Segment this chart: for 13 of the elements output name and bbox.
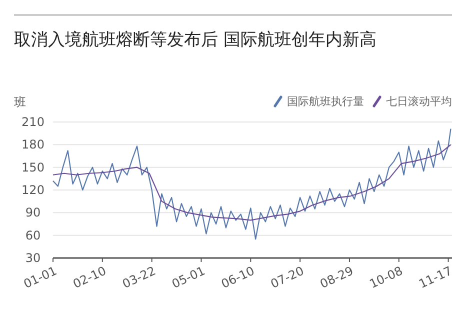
legend-label: 国际航班执行量 [287,95,364,108]
y-axis-title: 班 [14,95,26,109]
y-tick-label: 30 [25,251,41,265]
line-series [52,128,452,240]
y-tick-label: 120 [22,183,44,197]
y-tick-label: 180 [22,138,44,152]
y-tick-label: 60 [25,228,41,242]
line-series [52,144,452,221]
legend-label: 七日滚动平均 [386,95,452,108]
y-tick-label: 210 [22,115,44,129]
y-tick-label: 90 [25,206,41,220]
y-tick-label: 150 [22,160,44,174]
title: 取消入境航班熔断等发布后 国际航班创年内新高 [14,30,376,50]
